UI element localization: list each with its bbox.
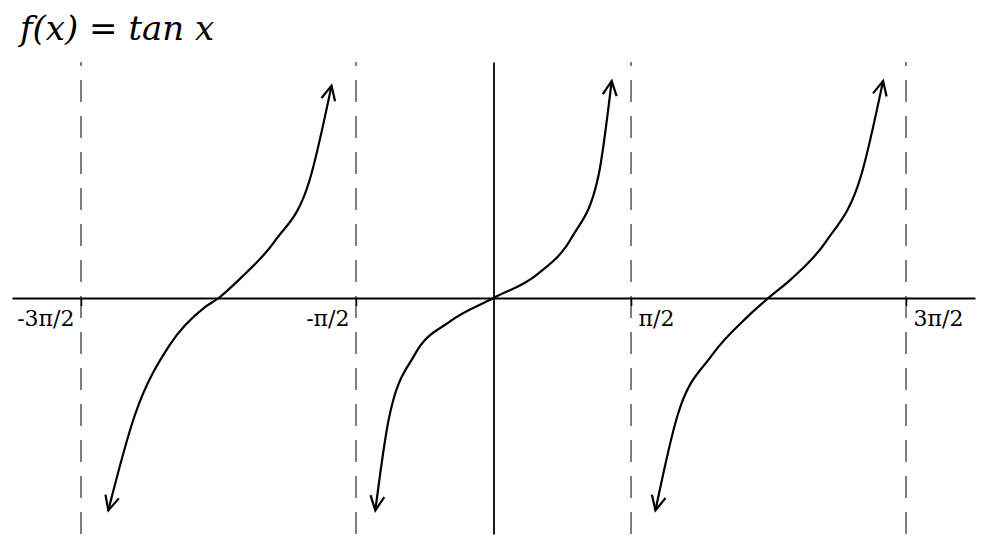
- arrowhead: [873, 81, 887, 97]
- arrowhead: [603, 81, 617, 96]
- x-tick-mark: [906, 298, 908, 306]
- arrowhead: [105, 495, 118, 511]
- chart: f(x) = tan x -3π/2 -π/2 π/2 3π/2: [0, 0, 987, 546]
- x-tick: 3π/2: [907, 298, 964, 331]
- x-tick-mark: [631, 298, 633, 306]
- x-tick-mark: [81, 298, 83, 306]
- title: f(x) = tan x: [17, 8, 214, 48]
- plot-area: [105, 81, 886, 511]
- arrowhead: [322, 86, 336, 102]
- x-tick-label: -π/2: [306, 306, 349, 331]
- x-tick: -3π/2: [17, 298, 81, 331]
- x-tick-label: π/2: [639, 306, 675, 331]
- arrowhead: [652, 495, 666, 511]
- x-tick-label: 3π/2: [914, 306, 964, 331]
- x-tick-mark: [356, 298, 358, 306]
- x-tick: π/2: [632, 298, 675, 331]
- tan-curve: [108, 81, 883, 511]
- x-tick: -π/2: [306, 298, 356, 331]
- x-tick-label: -3π/2: [17, 306, 74, 331]
- arrowhead: [371, 495, 385, 510]
